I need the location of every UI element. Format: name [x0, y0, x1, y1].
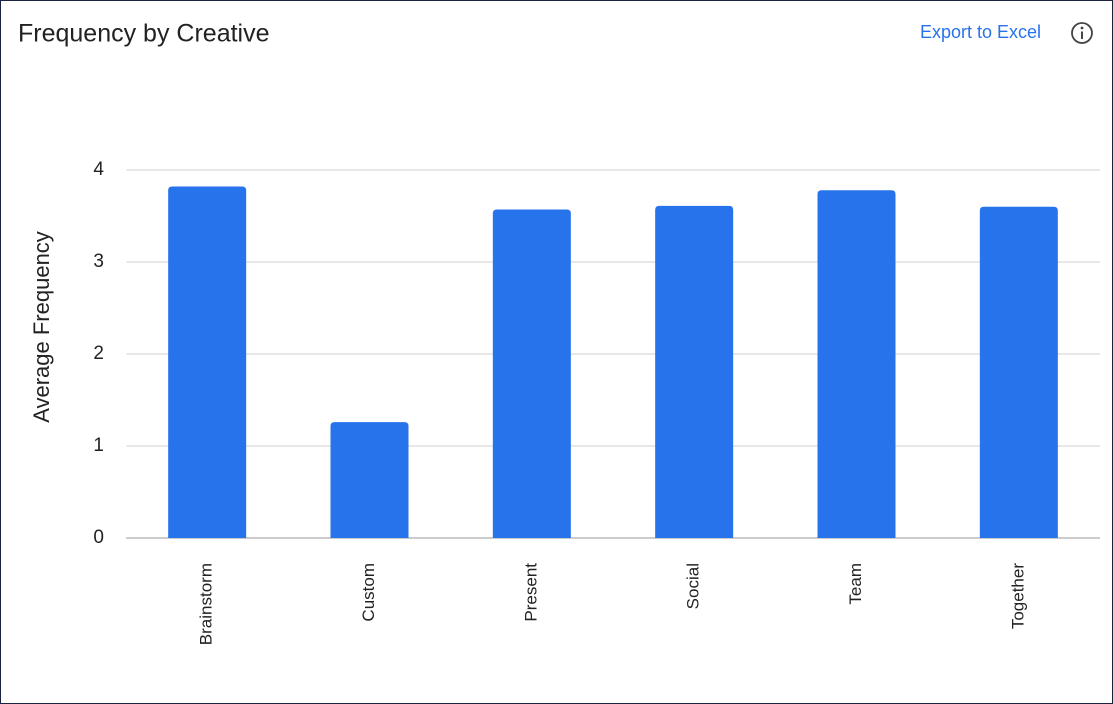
x-tick-label: Brainstorm [197, 563, 216, 645]
y-tick-label: 1 [93, 435, 104, 456]
bar [655, 205, 734, 538]
bar [817, 190, 896, 539]
info-icon-circle [1071, 22, 1093, 44]
x-tick-label: Social [684, 563, 703, 609]
x-tick-label: Team [846, 563, 865, 605]
y-axis-label: Average Frequency [29, 231, 54, 423]
info-icon-dot [1080, 26, 1084, 30]
bar [492, 209, 571, 538]
y-tick-label: 4 [93, 159, 104, 180]
export-link[interactable]: Export to Excel [920, 22, 1041, 42]
chart-title: Frequency by Creative [18, 20, 270, 48]
x-tick-label: Custom [359, 563, 378, 622]
bar [979, 206, 1058, 539]
bar [168, 186, 247, 538]
y-tick-label: 3 [93, 251, 104, 272]
info-icon[interactable] [1071, 22, 1093, 44]
y-tick-label: 0 [93, 527, 104, 548]
bar [330, 422, 409, 538]
x-tick-label: Together [1008, 563, 1027, 629]
y-tick-label: 2 [93, 343, 104, 364]
x-tick-label: Present [521, 563, 540, 622]
